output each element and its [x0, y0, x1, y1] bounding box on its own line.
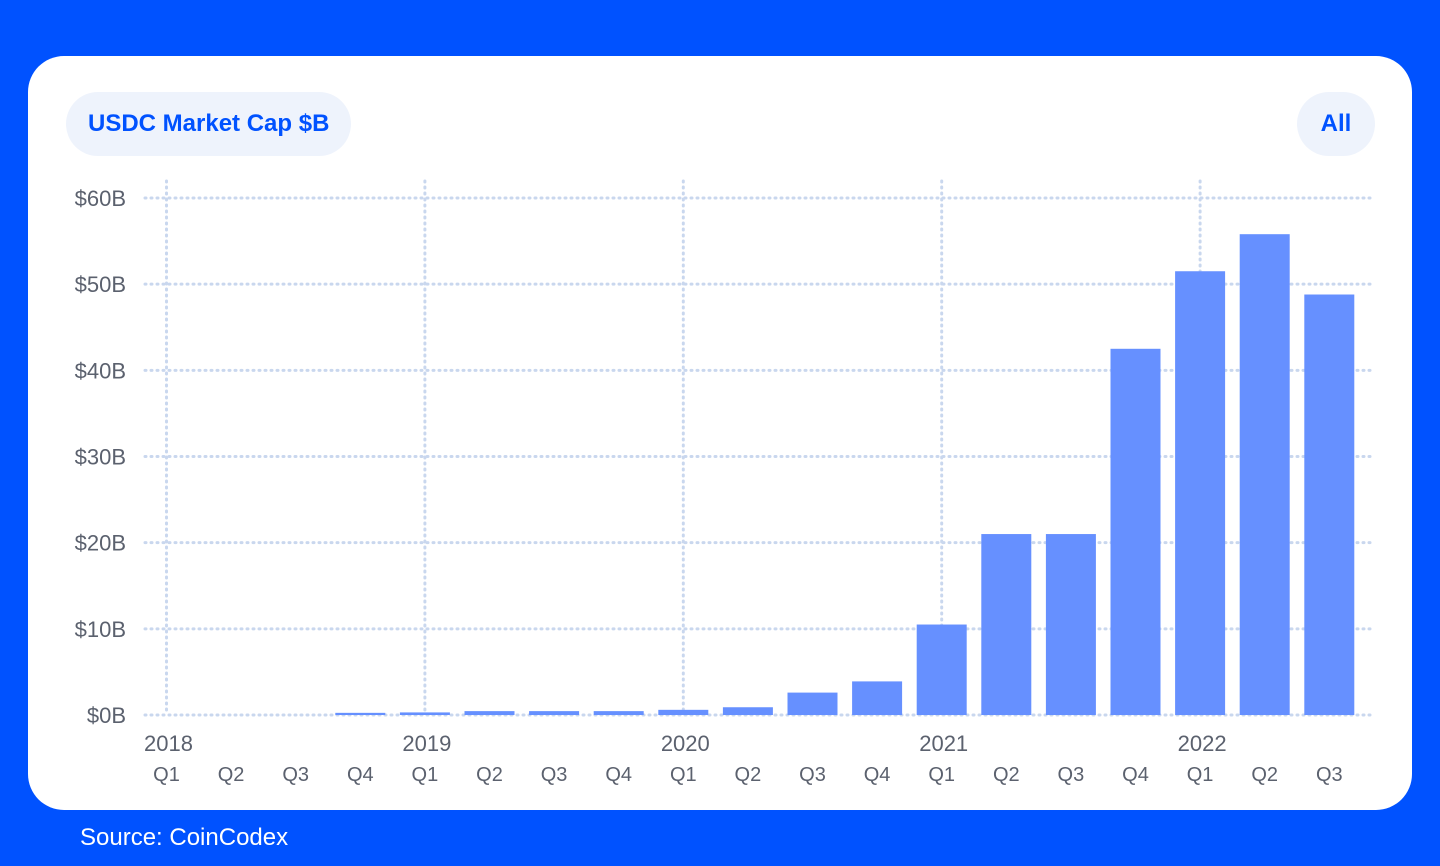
y-tick-label: $20B: [75, 531, 126, 556]
year-label-2020: 2020: [661, 731, 710, 756]
x-tick-label: Q1: [153, 764, 180, 786]
bar-10: [722, 707, 773, 715]
x-tick-label: Q3: [1316, 764, 1343, 786]
chart-title: USDC Market Cap $B: [66, 92, 352, 156]
bar-17: [1175, 271, 1226, 715]
y-tick-label: $10B: [75, 617, 126, 642]
bar-15: [1045, 534, 1096, 715]
x-tick-label: Q4: [347, 764, 374, 786]
x-tick-label: Q2: [735, 764, 762, 786]
bar-11: [787, 692, 838, 715]
bar-14: [981, 534, 1032, 715]
x-tick-label: Q3: [282, 764, 309, 786]
x-tick-label: Q4: [1122, 764, 1149, 786]
bar-18: [1239, 234, 1290, 715]
y-tick-label: $40B: [75, 358, 126, 383]
bar-4: [335, 712, 386, 715]
bar-6: [464, 711, 515, 715]
x-tick-label: Q3: [541, 764, 568, 786]
bar-16: [1110, 348, 1161, 715]
bar-13: [916, 624, 967, 715]
x-tick-label: Q1: [412, 764, 439, 786]
bar-5: [399, 712, 450, 715]
year-label-2021: 2021: [919, 731, 968, 756]
x-tick-label: Q2: [218, 764, 245, 786]
bar-7: [529, 711, 580, 715]
x-tick-label: Q4: [864, 764, 891, 786]
y-tick-label: $0B: [87, 703, 126, 728]
x-tick-label: Q2: [476, 764, 503, 786]
x-tick-label: Q3: [1058, 764, 1085, 786]
time-range-all-button[interactable]: All: [1297, 92, 1375, 156]
bar-8: [593, 711, 644, 715]
year-label-2018: 2018: [144, 731, 193, 756]
x-tick-label: Q3: [799, 764, 826, 786]
x-tick-label: Q1: [928, 764, 955, 786]
bar-9: [658, 709, 709, 715]
bar-19: [1304, 294, 1355, 715]
y-tick-label: $60B: [75, 186, 126, 211]
source-note: Source: CoinCodex: [80, 824, 289, 851]
year-label-2022: 2022: [1178, 731, 1227, 756]
x-tick-label: Q4: [605, 764, 632, 786]
year-label-2019: 2019: [402, 731, 451, 756]
x-tick-label: Q2: [993, 764, 1020, 786]
x-tick-label: Q2: [1251, 764, 1278, 786]
x-tick-label: Q1: [1187, 764, 1214, 786]
y-tick-label: $30B: [75, 445, 126, 470]
bar-12: [852, 681, 903, 715]
y-tick-label: $50B: [75, 272, 126, 297]
x-tick-label: Q1: [670, 764, 697, 786]
